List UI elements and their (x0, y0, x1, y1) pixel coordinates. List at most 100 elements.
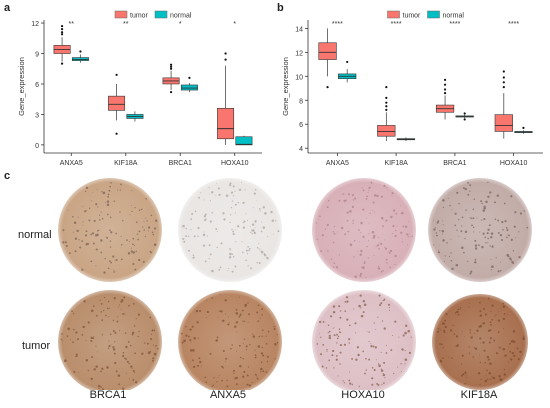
significance-label: **** (508, 21, 519, 28)
outlier-point (224, 58, 227, 61)
legend-label-tumor: tumor (130, 13, 149, 20)
ihc-col-label-hoxa10: HOXA10 (341, 389, 385, 401)
tissue-texture (436, 297, 525, 386)
tissue-texture (181, 293, 279, 388)
x-tick-label: ANXA5 (60, 160, 83, 167)
tissue-texture (62, 182, 158, 274)
legend-swatch-tumor (387, 10, 400, 19)
y-tick-label: 8 (299, 98, 303, 105)
outlier-point (502, 70, 505, 73)
outlier-point (169, 65, 173, 68)
outlier-point (60, 24, 64, 28)
legend-swatch-normal (154, 10, 168, 19)
outlier-point (443, 78, 447, 82)
significance-label: **** (391, 21, 402, 28)
tissue-core-tumor-brca1 (58, 290, 162, 390)
outlier-point (502, 85, 505, 89)
outlier-point (443, 83, 447, 86)
outlier-point (502, 81, 505, 84)
y-tick-label: 6 (299, 122, 303, 129)
y-tick-label: 9 (35, 52, 39, 59)
box-tumor (494, 114, 513, 132)
outlier-point (385, 108, 388, 111)
y-tick-label: 0 (35, 143, 39, 150)
tissue-core-normal-kif18a (428, 178, 532, 282)
outlier-point (326, 85, 329, 89)
outlier-point (522, 126, 525, 129)
outlier-point (60, 28, 64, 31)
box-tumor (217, 108, 235, 140)
tissue-texture (316, 294, 412, 388)
tissue-core-normal-anxa5 (178, 178, 282, 282)
boxplot-chart-b: 4 6 8 10 12 14 Gene_expression tumor normal ANXA5… (281, 10, 543, 167)
tissue-core-tumor-anxa5 (178, 290, 282, 390)
y-axis-label: Gene_expression (17, 57, 26, 116)
outlier-point (224, 52, 227, 55)
legend-label-tumor: tumor (403, 13, 422, 20)
outlier-point (188, 76, 191, 79)
box-tumor (318, 42, 337, 60)
outlier-point (115, 73, 118, 76)
outlier-point (346, 60, 349, 64)
legend-swatch-normal (427, 10, 440, 19)
ihc-row-label-tumor: tumor (22, 340, 51, 352)
box-tumor (377, 125, 396, 137)
tissue-core-normal-hoxa10 (312, 178, 416, 282)
legend-swatch-tumor (114, 10, 128, 19)
box-normal (71, 57, 89, 61)
outlier-point (115, 132, 118, 135)
tissue-texture (60, 296, 159, 390)
ihc-image-grid (58, 178, 532, 390)
panel-letter-b: b (277, 2, 284, 14)
x-tick-label: BRCA1 (169, 160, 192, 167)
outlier-point (169, 63, 173, 66)
outlier-point (385, 85, 388, 89)
ihc-col-label-anxa5: ANXA5 (209, 389, 247, 401)
tissue-texture (180, 182, 280, 273)
y-tick-label: 6 (35, 82, 39, 89)
outlier-point (443, 88, 447, 91)
outlier-point (169, 90, 173, 94)
outlier-point (443, 91, 447, 95)
significance-label: **** (332, 21, 343, 28)
outlier-point (169, 67, 173, 70)
box-tumor (108, 95, 126, 111)
box-normal (180, 84, 198, 91)
tissue-core-tumor-hoxa10 (312, 290, 416, 390)
y-tick-label: 10 (295, 74, 303, 81)
legend-label-normal: normal (170, 13, 192, 20)
outlier-point (60, 62, 64, 65)
significance-label: ** (69, 21, 75, 28)
x-tick-label: KIF18A (384, 160, 408, 167)
outlier-point (60, 33, 64, 36)
y-tick-label: 3 (35, 112, 39, 119)
outlier-point (385, 96, 388, 99)
significance-label: ** (123, 21, 129, 28)
ihc-row-label-normal: normal (18, 229, 52, 241)
y-axis-label: Gene_expression (281, 57, 290, 116)
y-tick-label: 4 (299, 146, 303, 153)
y-tick-label: 14 (295, 26, 303, 33)
outlier-point (79, 50, 82, 53)
x-tick-label: ANXA5 (326, 160, 349, 167)
significance-label: * (179, 21, 182, 28)
x-tick-label: HOXA10 (500, 160, 528, 167)
significance-label: * (233, 21, 236, 28)
legend-label-normal: normal (443, 13, 465, 20)
outlier-point (463, 118, 466, 121)
box-normal (235, 136, 253, 146)
significance-label: **** (449, 21, 460, 28)
outlier-point (463, 112, 466, 115)
panel-letter-c: c (4, 170, 11, 182)
y-tick-label: 12 (31, 21, 39, 28)
outlier-point (385, 105, 388, 108)
ihc-col-label-kif18a: KIF18A (460, 389, 498, 401)
tissue-texture (433, 181, 529, 275)
x-tick-label: BRCA1 (443, 160, 466, 167)
x-tick-label: KIF18A (114, 160, 138, 167)
outlier-point (60, 31, 64, 34)
y-tick-label: 12 (295, 50, 303, 57)
outlier-point (502, 76, 505, 79)
outlier-point (385, 101, 388, 104)
